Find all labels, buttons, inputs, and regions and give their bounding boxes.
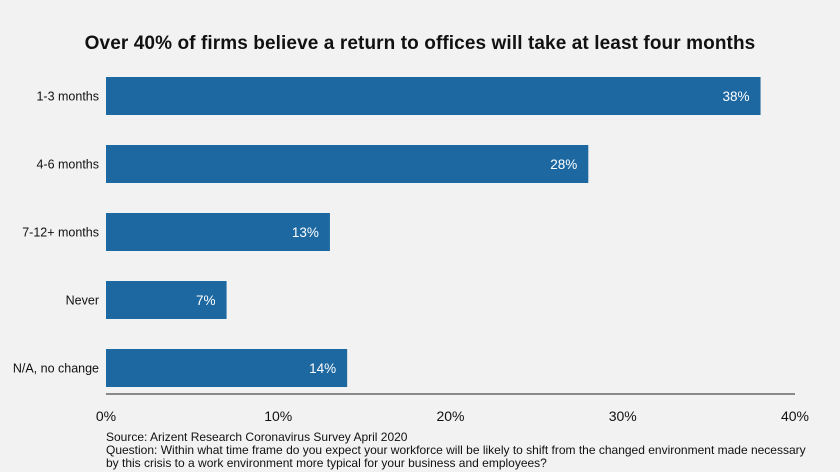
category-label-4: N/A, no change — [13, 362, 99, 376]
chart-title: Over 40% of firms believe a return to of… — [84, 33, 756, 54]
bar-3 — [106, 281, 227, 319]
category-label-3: Never — [66, 294, 99, 308]
bar-1 — [106, 145, 589, 183]
chart-footer: Source: Arizent Research Coronavirus Sur… — [106, 431, 806, 470]
category-label-1: 4-6 months — [36, 158, 99, 172]
x-tick-label-0: 0% — [96, 408, 116, 424]
value-label-4: 14% — [309, 361, 336, 376]
category-label-0: 1-3 months — [36, 90, 99, 104]
question-note: Question: Within what time frame do you … — [106, 443, 809, 470]
x-tick-label-3: 30% — [609, 408, 637, 424]
bar-0 — [106, 77, 761, 115]
x-tick-labels-group: 0% 10% 20% 30% 40% — [96, 408, 809, 424]
x-tick-label-1: 10% — [264, 408, 292, 424]
value-label-2: 13% — [292, 225, 319, 240]
value-label-3: 7% — [196, 293, 216, 308]
source-note: Source: Arizent Research Coronavirus Sur… — [106, 430, 408, 444]
x-tick-label-4: 40% — [781, 408, 809, 424]
value-label-1: 28% — [550, 157, 577, 172]
bar-4 — [106, 349, 348, 387]
bars-group — [106, 77, 761, 387]
category-label-2: 7-12+ months — [22, 226, 99, 240]
bar-2 — [106, 213, 330, 251]
x-tick-label-2: 20% — [436, 408, 464, 424]
value-labels-group: 38% 28% 13% 7% 14% — [196, 89, 749, 376]
category-labels-group: 1-3 months 4-6 months 7-12+ months Never N/A… — [13, 90, 99, 376]
value-label-0: 38% — [723, 89, 750, 104]
